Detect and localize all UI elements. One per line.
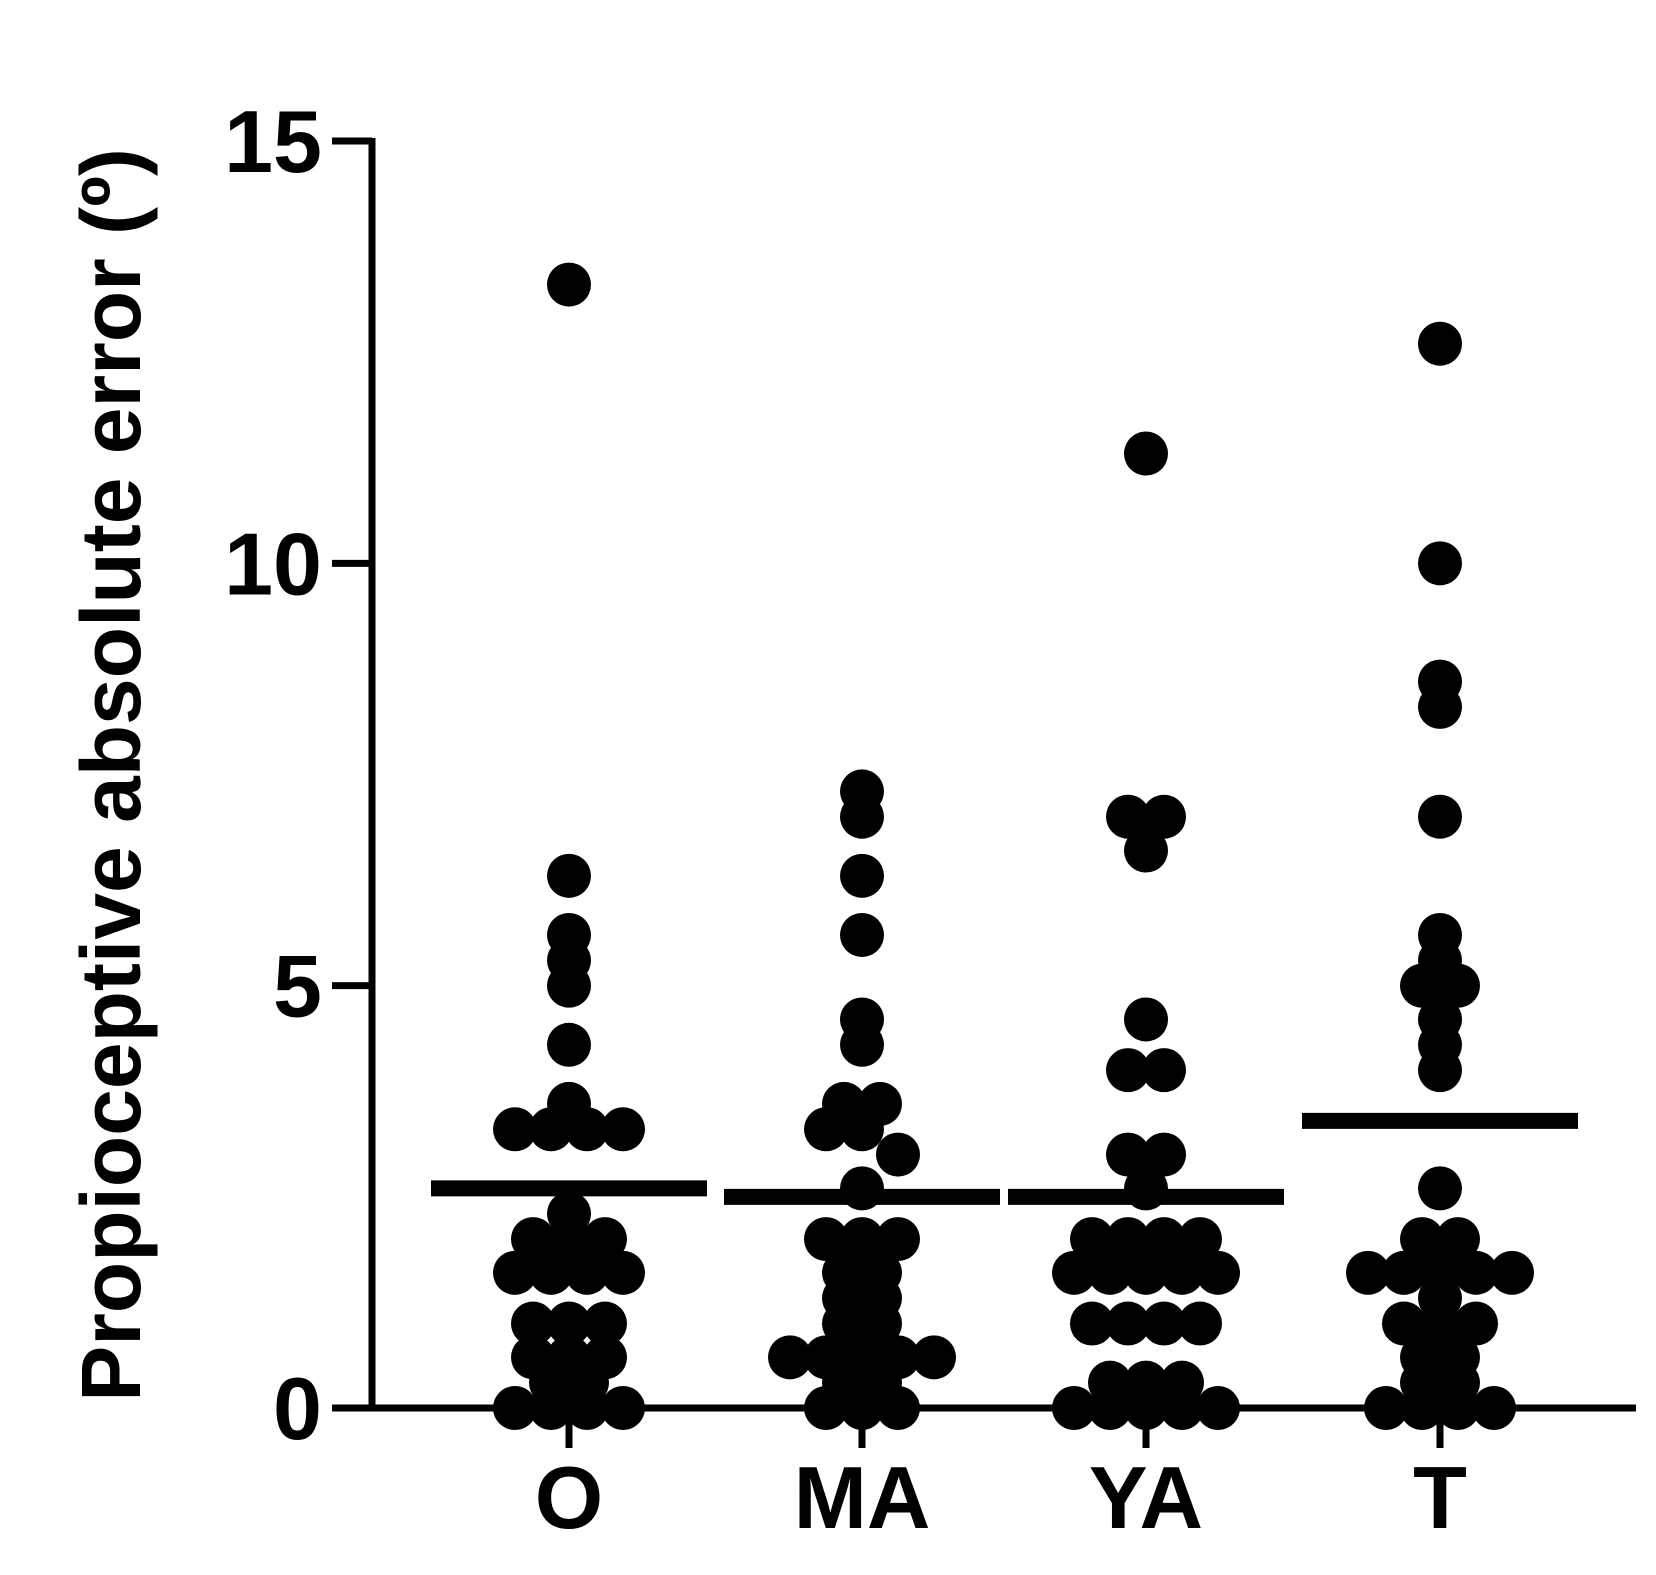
point-o bbox=[547, 1301, 591, 1346]
point-ma bbox=[876, 1217, 920, 1262]
point-o bbox=[547, 262, 591, 307]
point-ma bbox=[840, 912, 884, 957]
point-ma bbox=[876, 1335, 920, 1380]
point-ma bbox=[858, 1250, 902, 1295]
point-ya bbox=[1070, 1217, 1114, 1262]
point-o bbox=[547, 1081, 591, 1126]
point-ya bbox=[1142, 1217, 1186, 1262]
point-o bbox=[601, 1250, 645, 1295]
y-tick-label-0: 0 bbox=[273, 1359, 322, 1458]
point-ya bbox=[1142, 1301, 1186, 1346]
point-o bbox=[583, 1335, 627, 1380]
point-ya bbox=[1160, 1360, 1204, 1405]
point-o bbox=[565, 1250, 609, 1295]
point-ya bbox=[1124, 431, 1168, 476]
point-o bbox=[547, 1191, 591, 1236]
point-ma bbox=[804, 1217, 848, 1262]
point-t bbox=[1454, 1301, 1498, 1346]
point-ma bbox=[840, 1335, 884, 1380]
point-ya bbox=[1106, 1132, 1150, 1177]
point-ma bbox=[840, 769, 884, 814]
point-o bbox=[511, 1301, 555, 1346]
point-o bbox=[511, 1335, 555, 1380]
point-ya bbox=[1196, 1250, 1240, 1295]
point-ma bbox=[840, 853, 884, 898]
point-t bbox=[1418, 321, 1462, 366]
point-t bbox=[1418, 1250, 1462, 1295]
point-ya bbox=[1124, 997, 1168, 1042]
point-o bbox=[547, 912, 591, 957]
point-ya bbox=[1106, 1217, 1150, 1262]
point-t bbox=[1418, 912, 1462, 957]
point-o bbox=[493, 1250, 537, 1295]
point-t bbox=[1364, 1386, 1408, 1430]
point-o bbox=[529, 1250, 573, 1295]
point-ma bbox=[840, 1217, 884, 1262]
point-ya bbox=[1106, 794, 1150, 839]
point-ma bbox=[804, 1335, 848, 1380]
point-o bbox=[601, 1107, 645, 1152]
point-ya bbox=[1052, 1250, 1096, 1295]
point-ya bbox=[1142, 794, 1186, 839]
point-o bbox=[547, 1335, 591, 1380]
point-ya bbox=[1124, 1360, 1168, 1405]
point-t bbox=[1436, 1335, 1480, 1380]
point-t bbox=[1418, 1166, 1462, 1211]
x-tick-label-o: O bbox=[535, 1448, 603, 1547]
point-t bbox=[1472, 1386, 1516, 1430]
point-t bbox=[1418, 997, 1462, 1042]
point-ma bbox=[858, 1081, 902, 1126]
point-ya bbox=[1178, 1217, 1222, 1262]
point-ma bbox=[840, 997, 884, 1042]
point-ya bbox=[1106, 1301, 1150, 1346]
x-tick-label-t: T bbox=[1413, 1448, 1467, 1547]
point-t bbox=[1382, 1301, 1426, 1346]
x-tick-label-ya: YA bbox=[1089, 1448, 1203, 1547]
point-ya bbox=[1088, 1360, 1132, 1405]
point-o bbox=[583, 1301, 627, 1346]
point-ya bbox=[1052, 1386, 1096, 1430]
point-t bbox=[1400, 1217, 1444, 1262]
x-tick-label-ma: MA bbox=[794, 1448, 931, 1547]
point-o bbox=[493, 1386, 537, 1430]
point-o bbox=[547, 1022, 591, 1067]
y-axis-title: Propioceptive absolute error (º) bbox=[64, 148, 158, 1402]
point-t bbox=[1400, 1335, 1444, 1380]
point-ya bbox=[1178, 1301, 1222, 1346]
y-tick-label-15: 15 bbox=[224, 92, 322, 191]
y-tick-label-5: 5 bbox=[273, 937, 322, 1036]
point-o bbox=[493, 1107, 537, 1152]
y-tick-label-10: 10 bbox=[224, 514, 322, 613]
point-t bbox=[1454, 1250, 1498, 1295]
point-t bbox=[1418, 659, 1462, 704]
point-ya bbox=[1160, 1250, 1204, 1295]
point-o bbox=[583, 1217, 627, 1262]
point-ya bbox=[1106, 1048, 1150, 1093]
point-t bbox=[1346, 1250, 1390, 1295]
point-t bbox=[1418, 794, 1462, 839]
point-ya bbox=[1124, 828, 1168, 873]
point-ma bbox=[822, 1081, 866, 1126]
point-ya bbox=[1142, 1048, 1186, 1093]
point-o bbox=[601, 1386, 645, 1430]
point-ma bbox=[768, 1335, 812, 1380]
point-ya bbox=[1142, 1132, 1186, 1177]
point-ya bbox=[1124, 1250, 1168, 1295]
point-t bbox=[1490, 1250, 1534, 1295]
point-ma bbox=[912, 1335, 956, 1380]
point-ya bbox=[1070, 1301, 1114, 1346]
point-t bbox=[1382, 1250, 1426, 1295]
point-o bbox=[547, 853, 591, 898]
point-ma bbox=[876, 1132, 920, 1177]
point-ya bbox=[1088, 1250, 1132, 1295]
point-t bbox=[1418, 541, 1462, 586]
point-ya bbox=[1196, 1386, 1240, 1430]
point-o bbox=[511, 1217, 555, 1262]
point-t bbox=[1436, 1217, 1480, 1262]
point-ma bbox=[822, 1250, 866, 1295]
